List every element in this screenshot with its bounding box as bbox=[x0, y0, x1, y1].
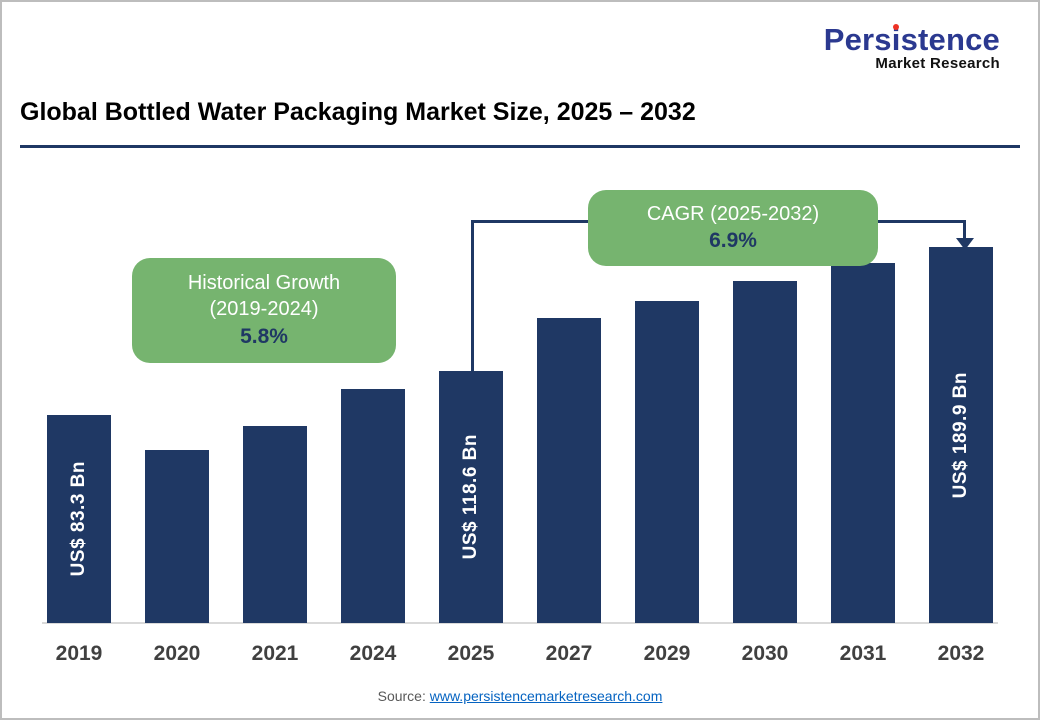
logo-text-pre: Pers bbox=[823, 22, 892, 57]
x-tick-2030: 2030 bbox=[741, 642, 789, 665]
bar-value-label-2032: US$ 189.9 Bn bbox=[950, 371, 971, 499]
historical-growth-line2: (2019-2024) bbox=[209, 298, 319, 321]
bar-2027 bbox=[537, 318, 601, 623]
bar-column-2029 bbox=[635, 301, 699, 623]
bar-2019: US$ 83.3 Bn bbox=[47, 415, 111, 623]
bar-2030 bbox=[733, 281, 797, 623]
logo-wordmark: Persistence bbox=[823, 22, 1000, 57]
x-tick-2019: 2019 bbox=[55, 642, 103, 665]
bar-column-2020 bbox=[145, 450, 209, 623]
logo-text-post: stence bbox=[900, 22, 1000, 57]
bar-column-2030 bbox=[733, 281, 797, 623]
cagr-value: 6.9% bbox=[709, 229, 757, 253]
source-line: Source: www.persistencemarketresearch.co… bbox=[2, 688, 1038, 704]
x-axis-line bbox=[42, 622, 998, 624]
bar-column-2021 bbox=[243, 426, 307, 623]
bar-2032: US$ 189.9 Bn bbox=[929, 247, 993, 623]
bar-column-2031 bbox=[831, 263, 895, 623]
bar-column-2027 bbox=[537, 318, 601, 623]
bar-column-2025: US$ 118.6 Bn bbox=[439, 371, 503, 623]
x-axis-labels: 2019 2020 2021 2024 2025 2027 2029 2030 2031 2032 bbox=[47, 642, 993, 666]
x-tick-2029: 2029 bbox=[643, 642, 691, 665]
bar-2025: US$ 118.6 Bn bbox=[439, 371, 503, 623]
logo-red-dot-i: i bbox=[891, 22, 901, 57]
logo-subtitle: Market Research bbox=[875, 54, 1000, 72]
bar-chart: US$ 83.3 Bn US$ 118.6 Bn US$ 189.9 Bn bbox=[47, 183, 993, 623]
cagr-bracket-arrowhead-icon bbox=[956, 238, 974, 250]
bar-value-label-2019: US$ 83.3 Bn bbox=[68, 461, 89, 577]
source-link[interactable]: www.persistencemarketresearch.com bbox=[429, 688, 663, 704]
source-label: Source: bbox=[377, 688, 430, 704]
x-tick-2032: 2032 bbox=[937, 642, 985, 665]
bar-column-2024 bbox=[341, 389, 405, 623]
x-tick-2024: 2024 bbox=[349, 642, 397, 665]
title-underline bbox=[20, 145, 1020, 148]
logo: Persistence Market Research bbox=[823, 22, 1000, 72]
cagr-line1: CAGR (2025-2032) bbox=[646, 203, 820, 225]
x-tick-2020: 2020 bbox=[153, 642, 201, 665]
bar-column-2032: US$ 189.9 Bn bbox=[929, 247, 993, 623]
x-tick-2027: 2027 bbox=[545, 642, 593, 665]
bar-column-2019: US$ 83.3 Bn bbox=[47, 415, 111, 623]
cagr-bracket-right-line bbox=[963, 220, 966, 240]
historical-growth-value: 5.8% bbox=[240, 324, 288, 348]
bar-2031 bbox=[831, 263, 895, 623]
cagr-callout: CAGR (2025-2032) 6.9% bbox=[588, 190, 878, 267]
historical-growth-line1: Historical Growth bbox=[187, 272, 341, 294]
x-tick-2025: 2025 bbox=[447, 642, 495, 665]
historical-growth-callout: Historical Growth (2019-2024) 5.8% bbox=[132, 258, 396, 363]
bar-2021 bbox=[243, 426, 307, 623]
bar-value-label-2025: US$ 118.6 Bn bbox=[460, 434, 481, 560]
bar-2020 bbox=[145, 450, 209, 623]
bar-2024 bbox=[341, 389, 405, 623]
chart-title: Global Bottled Water Packaging Market Si… bbox=[20, 98, 696, 126]
x-tick-2031: 2031 bbox=[839, 642, 887, 665]
x-tick-2021: 2021 bbox=[251, 642, 299, 665]
bar-2029 bbox=[635, 301, 699, 623]
cagr-bracket-left-line bbox=[471, 220, 474, 375]
